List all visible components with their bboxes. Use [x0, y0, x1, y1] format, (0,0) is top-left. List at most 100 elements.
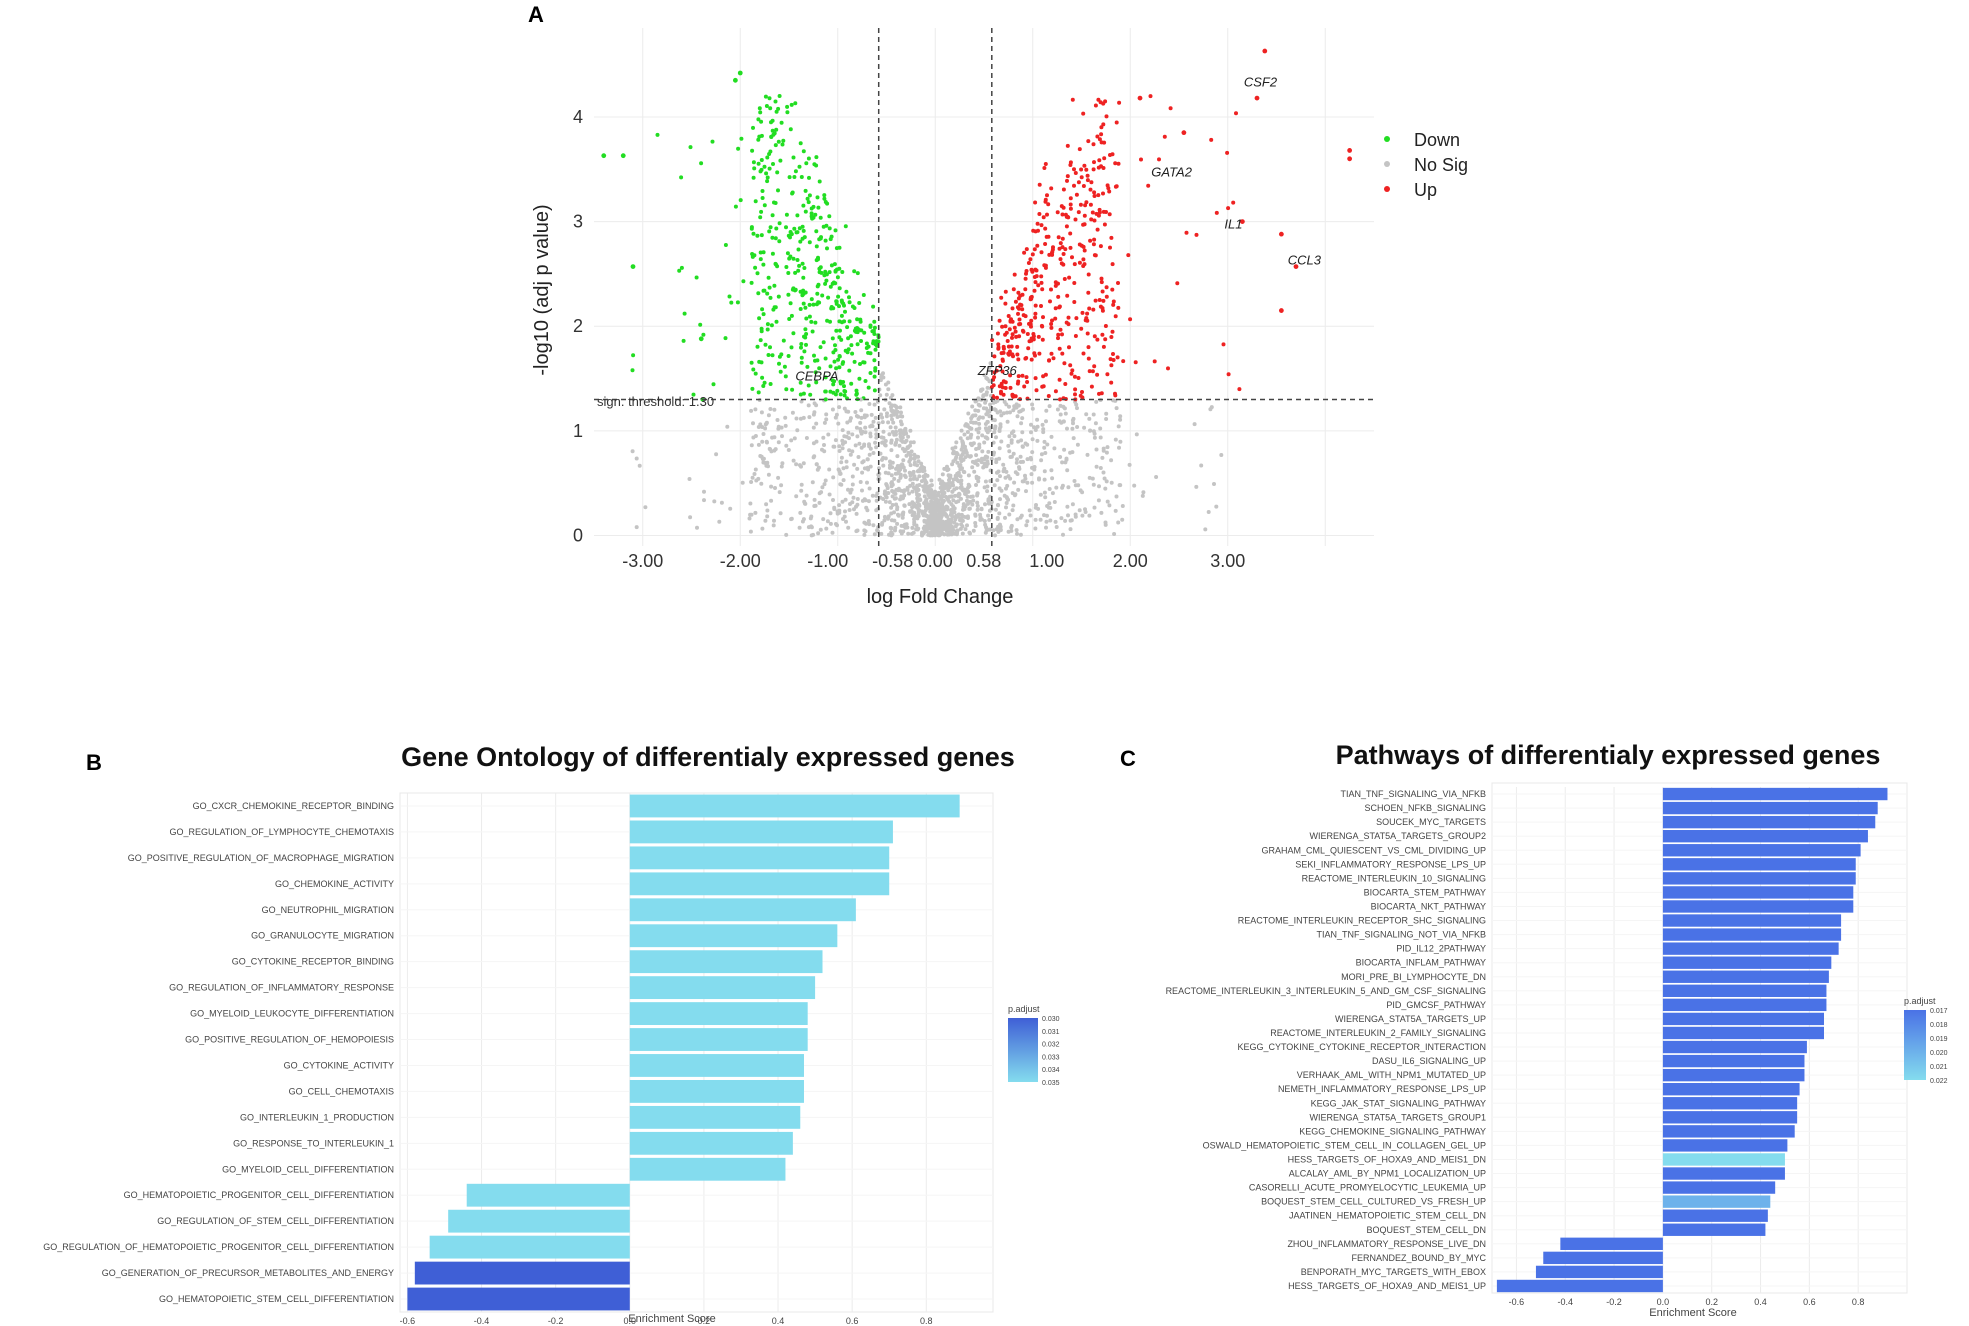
point-nosig	[862, 520, 867, 525]
point-nosig	[915, 477, 919, 482]
pathway-bar	[1662, 1125, 1795, 1138]
point-nosig	[917, 474, 922, 479]
point-up	[1097, 210, 1102, 215]
point-nosig	[894, 405, 899, 410]
point-nosig	[717, 519, 722, 524]
point-nosig	[936, 532, 941, 537]
pathway-bar	[1662, 787, 1888, 801]
point-nosig	[895, 415, 900, 419]
pathway-x-tick-label: 0.6	[1803, 1297, 1816, 1307]
go-x-tick-label: 0.8	[920, 1316, 933, 1326]
point-nosig	[1094, 399, 1099, 404]
point-down	[801, 301, 806, 306]
point-down	[735, 300, 740, 305]
point-down	[790, 191, 795, 196]
point-nosig	[1016, 487, 1021, 492]
point-down	[767, 152, 772, 156]
point-nosig	[883, 493, 888, 498]
point-nosig	[886, 471, 891, 476]
point-down	[852, 269, 857, 274]
point-nosig	[985, 461, 990, 466]
pathway-grid	[1492, 787, 1907, 1293]
point-nosig	[929, 531, 934, 536]
legend-up-label: Up	[1414, 180, 1437, 200]
point-down	[751, 231, 756, 236]
point-down	[777, 94, 782, 98]
point-nosig	[1154, 475, 1159, 479]
point-nosig	[783, 415, 788, 420]
point-nosig	[871, 523, 876, 528]
point-nosig	[794, 462, 799, 467]
point-nosig	[928, 483, 933, 488]
volcano-grid	[594, 28, 1374, 546]
point-nosig	[789, 438, 794, 443]
point-down	[843, 224, 848, 229]
point-down	[770, 118, 775, 123]
point-nosig	[818, 527, 823, 532]
point-nosig	[859, 431, 864, 436]
point-nosig	[996, 469, 1001, 474]
point-up	[1128, 317, 1133, 322]
point-up	[1139, 157, 1143, 162]
point-up	[1036, 283, 1041, 288]
point-down	[795, 213, 800, 218]
point-nosig	[1003, 515, 1007, 520]
point-up	[1034, 388, 1039, 393]
point-nosig	[809, 525, 814, 530]
point-up	[1016, 374, 1021, 379]
point-up	[1033, 311, 1038, 316]
point-up	[1162, 134, 1167, 139]
point-nosig	[977, 415, 982, 420]
point-nosig	[1018, 454, 1023, 459]
pathway-bar	[1662, 830, 1868, 843]
point-nosig	[935, 493, 940, 498]
point-nosig	[973, 524, 978, 528]
point-up	[1088, 238, 1093, 243]
point-nosig	[868, 464, 873, 469]
point-nosig	[765, 514, 770, 519]
point-up	[1051, 356, 1056, 361]
point-down	[797, 164, 802, 169]
point-nosig	[905, 487, 910, 492]
point-up	[1093, 253, 1098, 258]
point-nosig	[1101, 470, 1106, 475]
point-nosig	[959, 522, 964, 527]
point-up	[1025, 332, 1030, 336]
point-nosig	[1219, 453, 1224, 457]
point-up	[1081, 222, 1086, 227]
point-down	[776, 139, 781, 144]
point-nosig	[866, 499, 871, 504]
point-up	[1234, 111, 1238, 116]
point-nosig	[1021, 407, 1025, 412]
point-nosig	[764, 502, 769, 507]
point-nosig	[975, 507, 980, 512]
point-nosig	[981, 464, 986, 469]
point-nosig	[1029, 457, 1034, 462]
point-up	[1104, 114, 1109, 119]
point-down	[757, 359, 762, 364]
point-nosig	[1063, 411, 1068, 416]
pathway-category-label: VERHAAK_AML_WITH_NPM1_MUTATED_UP	[1297, 1070, 1486, 1080]
point-nosig	[1008, 455, 1013, 459]
volcano-threshold-lines	[594, 28, 1374, 546]
pathway-bar	[1662, 1026, 1824, 1040]
point-up	[1039, 250, 1044, 255]
point-nosig	[1088, 428, 1093, 433]
point-down	[770, 128, 775, 133]
point-down	[852, 359, 857, 364]
point-up	[1099, 276, 1104, 281]
point-up	[1010, 335, 1014, 340]
point-up	[1065, 178, 1069, 183]
pathway-category-label: HESS_TARGETS_OF_HOXA9_AND_MEIS1_DN	[1288, 1154, 1486, 1164]
point-nosig	[898, 529, 903, 534]
point-down	[768, 382, 773, 386]
point-nosig	[822, 443, 826, 447]
point-nosig	[769, 449, 774, 454]
point-nosig	[719, 500, 724, 505]
point-down	[833, 392, 838, 397]
point-down	[736, 146, 741, 151]
point-up	[1032, 247, 1037, 252]
point-down	[842, 319, 847, 324]
point-down	[771, 132, 776, 137]
point-up	[1016, 290, 1021, 295]
